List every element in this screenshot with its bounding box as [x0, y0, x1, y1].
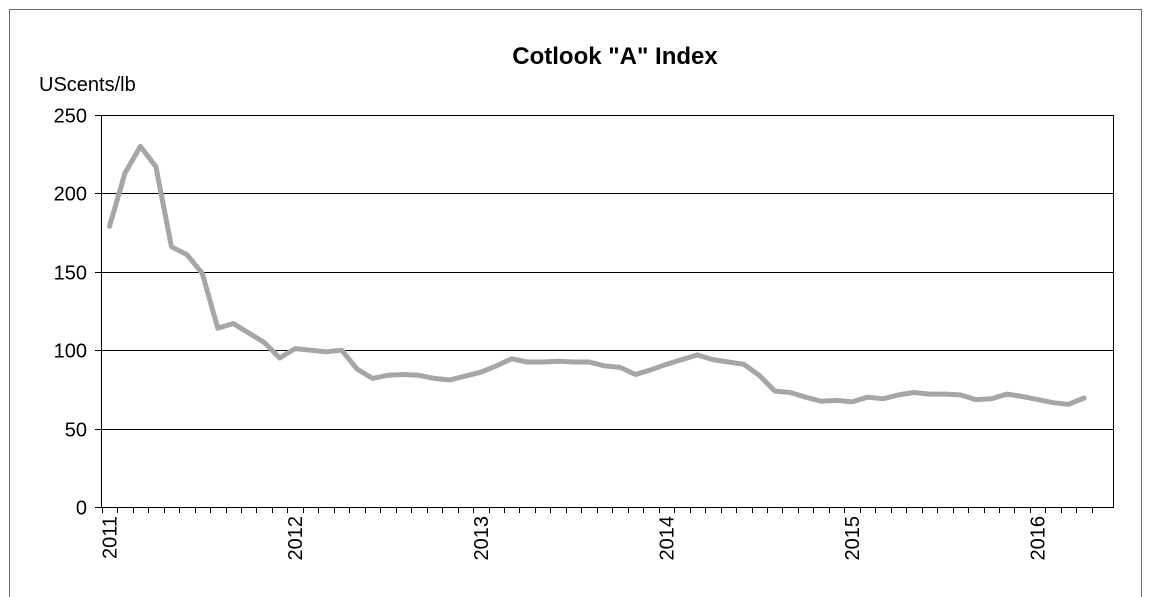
data-point	[881, 396, 886, 401]
data-point	[246, 331, 251, 336]
data-point	[370, 376, 375, 381]
data-point	[911, 390, 916, 395]
data-point	[184, 252, 189, 257]
data-point	[1066, 402, 1071, 407]
data-point	[153, 164, 158, 169]
data-point	[850, 399, 855, 404]
data-point	[324, 349, 329, 354]
data-point	[571, 360, 576, 365]
data-point	[432, 376, 437, 381]
chart-frame	[9, 9, 1142, 597]
data-point	[618, 365, 623, 370]
data-point	[478, 370, 483, 375]
data-point	[757, 373, 762, 378]
data-point	[1051, 400, 1056, 405]
y-tick-label: 0	[76, 498, 87, 520]
data-point	[942, 392, 947, 397]
data-point	[819, 399, 824, 404]
data-point	[138, 144, 143, 149]
x-tick-label: 2015	[842, 516, 864, 561]
data-point	[772, 389, 777, 394]
data-point	[277, 356, 282, 361]
data-point	[1035, 397, 1040, 402]
data-point	[633, 372, 638, 377]
data-point	[788, 390, 793, 395]
y-axis-label: UScents/lb	[39, 74, 136, 96]
y-tick-labels: 0 50 100 150 200 250	[54, 106, 87, 520]
data-point	[107, 224, 112, 229]
y-tick-label: 100	[54, 341, 87, 363]
data-point	[834, 398, 839, 403]
data-point	[494, 363, 499, 368]
data-point	[169, 244, 174, 249]
data-point	[1020, 394, 1025, 399]
chart-title: Cotlook "A" Index	[512, 43, 718, 70]
data-point	[741, 362, 746, 367]
data-point	[540, 360, 545, 365]
data-point	[123, 171, 128, 176]
data-point	[231, 321, 236, 326]
data-point	[556, 359, 561, 364]
y-tick-label: 250	[54, 106, 87, 128]
x-tick-label: 2014	[656, 516, 678, 561]
data-point	[339, 348, 344, 353]
data-point	[649, 367, 654, 372]
x-tick-label: 2016	[1028, 516, 1050, 561]
data-point	[262, 340, 267, 345]
x-tick-label: 2013	[471, 516, 493, 561]
data-point	[1082, 396, 1087, 401]
data-point	[416, 373, 421, 378]
x-tick-label: 2011	[100, 516, 122, 559]
data-point	[355, 367, 360, 372]
data-point	[509, 356, 514, 361]
data-point	[587, 360, 592, 365]
data-point	[215, 326, 220, 331]
data-point	[989, 396, 994, 401]
data-point	[447, 378, 452, 383]
y-tick-label: 150	[54, 263, 87, 285]
data-point	[927, 392, 932, 397]
data-point	[865, 395, 870, 400]
gridlines	[101, 115, 1113, 430]
data-point	[958, 392, 963, 397]
data-point	[679, 357, 684, 362]
data-point	[1004, 392, 1009, 397]
y-tick-label: 200	[54, 184, 87, 206]
data-point	[463, 374, 468, 379]
x-tick-label: 2012	[285, 516, 307, 561]
data-point	[525, 360, 530, 365]
data-point	[401, 372, 406, 377]
data-point	[308, 348, 313, 353]
axes	[95, 115, 1114, 508]
data-point	[695, 352, 700, 357]
y-tick-label: 50	[65, 420, 87, 442]
data-point	[803, 395, 808, 400]
data-point	[726, 360, 731, 365]
x-ticks: 2011 2012 2013 2014 2015 2016	[100, 507, 1093, 561]
data-point	[973, 397, 978, 402]
data-point	[200, 271, 205, 276]
data-point	[293, 346, 298, 351]
data-point	[896, 392, 901, 397]
data-point	[386, 373, 391, 378]
series-line	[107, 143, 1087, 407]
data-point	[710, 357, 715, 362]
data-point	[602, 363, 607, 368]
data-point	[664, 362, 669, 367]
series-group	[107, 143, 1087, 407]
